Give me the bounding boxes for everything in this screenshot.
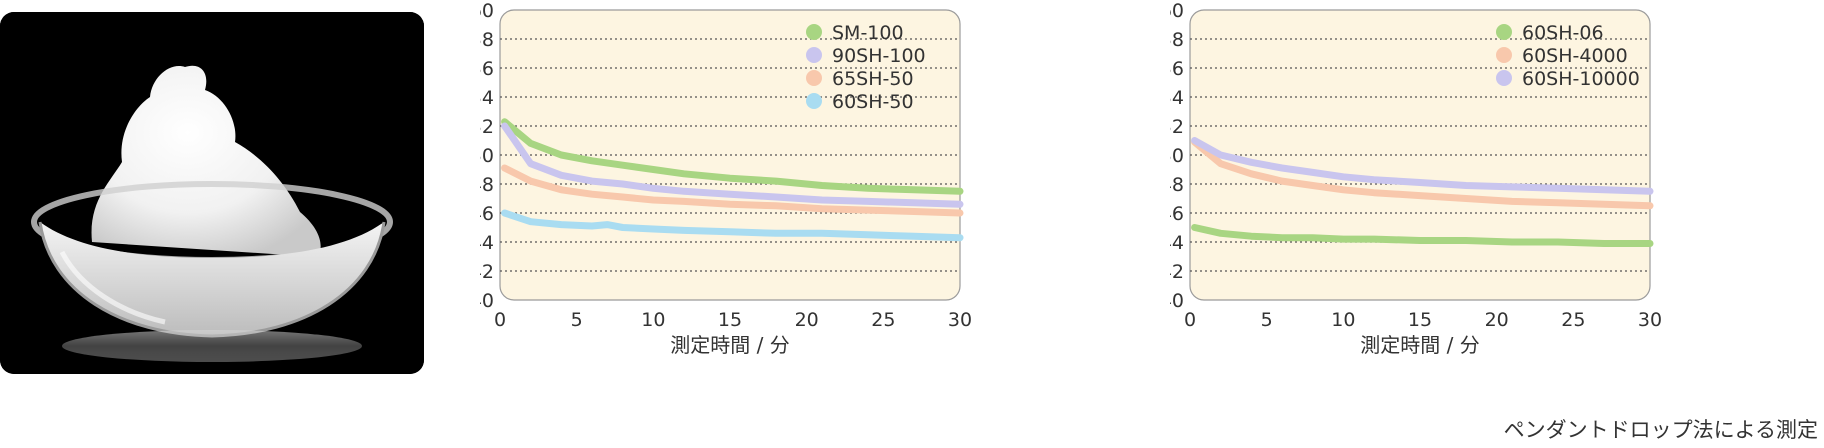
legend-swatch: [806, 47, 822, 63]
x-axis-label: 測定時間 / 分: [1360, 333, 1479, 357]
y-tick-label: 46: [1170, 203, 1184, 225]
y-tick-label: 58: [480, 29, 494, 51]
x-tick-label: 0: [1184, 309, 1196, 331]
x-tick-label: 15: [718, 309, 742, 331]
x-tick-label: 10: [1331, 309, 1355, 331]
series-line-65sh-50: [501, 164, 964, 217]
foam-bowl-photo: [0, 12, 424, 374]
measurement-method-note: ペンダントドロップ法による測定: [1503, 418, 1818, 442]
legend-label: 60SH-50: [832, 91, 914, 113]
x-tick-label: 5: [571, 309, 583, 331]
surface-tension-chart-2: 40 42 44 46 48 50 52 54 56 58 60 0 5 10 15 20 25 30 測定時間 /…: [1115, 0, 1824, 420]
x-tick-label: 30: [948, 309, 972, 331]
y-tick-label: 56: [480, 58, 494, 80]
legend-label: SM-100: [832, 22, 904, 44]
y-tick-label: 52: [480, 116, 494, 138]
surface-tension-chart-1: 40 42 44 46 48 50 52 54 56 58 60 0 5 10 15 20 25 30 測定時間 /…: [425, 0, 1140, 420]
x-tick-label: 5: [1261, 309, 1273, 331]
legend-swatch: [806, 93, 822, 109]
x-tick-label: 20: [1485, 309, 1509, 331]
series-line-60sh-50: [501, 209, 964, 242]
legend-label: 90SH-100: [832, 45, 926, 67]
y-tick-label: 42: [1170, 261, 1184, 283]
y-tick-label: 48: [1170, 174, 1184, 196]
x-tick-label: 10: [641, 309, 665, 331]
series-line-sm-100: [501, 118, 964, 195]
y-tick-label: 46: [480, 203, 494, 225]
x-tick-label: 25: [871, 309, 895, 331]
y-tick-label: 40: [480, 290, 494, 312]
series-line-60sh-06: [1191, 224, 1654, 247]
y-tick-label: 50: [1170, 145, 1184, 167]
legend-swatch: [1496, 47, 1512, 63]
y-tick-label: 60: [1170, 0, 1184, 22]
y-tick-label: 58: [1170, 29, 1184, 51]
series-line-90sh-100: [501, 122, 964, 208]
legend-swatch: [806, 24, 822, 40]
y-tick-label: 40: [1170, 290, 1184, 312]
y-tick-label: 54: [480, 87, 494, 109]
x-axis-label: 測定時間 / 分: [670, 333, 789, 357]
y-tick-label: 48: [480, 174, 494, 196]
y-tick-label: 56: [1170, 58, 1184, 80]
x-tick-label: 25: [1561, 309, 1585, 331]
legend-label: 60SH-10000: [1522, 68, 1640, 90]
y-tick-label: 52: [1170, 116, 1184, 138]
x-tick-label: 30: [1638, 309, 1662, 331]
whipped-foam-in-glass-bowl-icon: [0, 12, 424, 374]
series-line-60sh-4000: [1191, 138, 1654, 210]
legend-swatch: [806, 70, 822, 86]
series-line-60sh-10000: [1191, 137, 1654, 195]
legend-label: 60SH-06: [1522, 22, 1604, 44]
legend-label: 65SH-50: [832, 68, 914, 90]
y-tick-label: 60: [480, 0, 494, 22]
legend-swatch: [1496, 24, 1512, 40]
legend-swatch: [1496, 70, 1512, 86]
y-tick-label: 44: [480, 232, 494, 254]
y-tick-label: 50: [480, 145, 494, 167]
y-tick-label: 44: [1170, 232, 1184, 254]
x-tick-label: 15: [1408, 309, 1432, 331]
y-tick-label: 42: [480, 261, 494, 283]
x-tick-label: 20: [795, 309, 819, 331]
x-tick-label: 0: [494, 309, 506, 331]
legend-label: 60SH-4000: [1522, 45, 1628, 67]
y-tick-label: 54: [1170, 87, 1184, 109]
